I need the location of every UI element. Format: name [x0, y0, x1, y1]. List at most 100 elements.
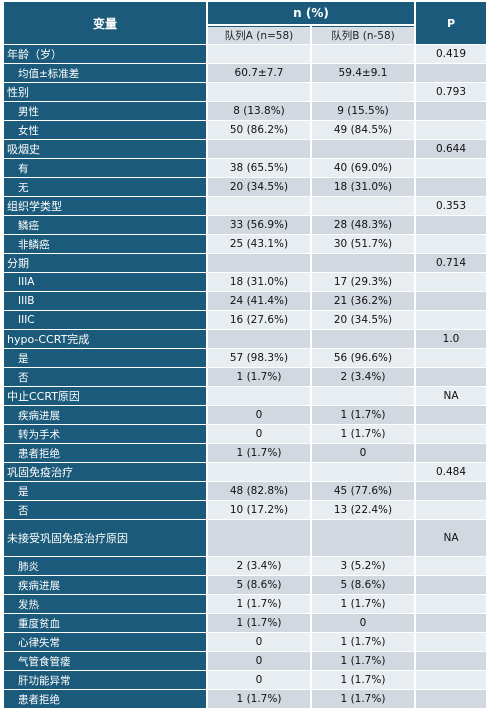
category-row: 巩固免疫治疗 0.484: [4, 463, 486, 481]
p-value: 0.793: [416, 83, 486, 101]
row-label: 分期: [4, 254, 206, 272]
p-value: [416, 64, 486, 82]
group-b-value: [312, 197, 414, 215]
group-a-value: 20 (34.5%): [208, 178, 310, 196]
group-a-value: 1 (1.7%): [208, 444, 310, 462]
group-a-value: 50 (86.2%): [208, 121, 310, 139]
category-row: 中止CCRT原因 NA: [4, 387, 486, 405]
group-b-value: [312, 140, 414, 158]
baseline-table: 变量 n (%) 队列A (n=58) 队列B (n-58) P 年龄（岁） 0.…: [4, 2, 486, 708]
p-value: [416, 557, 486, 575]
group-b-value: 5 (8.6%): [312, 576, 414, 594]
p-value: 0.484: [416, 463, 486, 481]
group-b-value: [312, 387, 414, 405]
header-n-pct: n (%): [208, 2, 414, 24]
group-b-value: 49 (84.5%): [312, 121, 414, 139]
group-b-value: 59.4±9.1: [312, 64, 414, 82]
group-a-value: 25 (43.1%): [208, 235, 310, 253]
category-row: 吸烟史 0.644: [4, 140, 486, 158]
table-row: 患者拒绝 1 (1.7%) 1 (1.7%): [4, 690, 486, 708]
p-value: [416, 444, 486, 462]
group-b-value: 0: [312, 614, 414, 632]
p-value: [416, 425, 486, 443]
group-b-value: 30 (51.7%): [312, 235, 414, 253]
group-a-value: 1 (1.7%): [208, 614, 310, 632]
group-a-value: 8 (13.8%): [208, 102, 310, 120]
table-row: 鳞癌 33 (56.9%) 28 (48.3%): [4, 216, 486, 234]
group-a-value: 1 (1.7%): [208, 595, 310, 613]
group-a-value: 1 (1.7%): [208, 368, 310, 386]
group-b-value: [312, 45, 414, 63]
table-row: 转为手术 0 1 (1.7%): [4, 425, 486, 443]
group-b-value: 28 (48.3%): [312, 216, 414, 234]
row-label: IIIC: [4, 311, 206, 329]
table-row: 均值±标准差 60.7±7.7 59.4±9.1: [4, 64, 486, 82]
row-label: 疾病进展: [4, 576, 206, 594]
row-label: 心律失常: [4, 633, 206, 651]
table-row: 气管食管瘘 0 1 (1.7%): [4, 652, 486, 670]
row-label: 患者拒绝: [4, 690, 206, 708]
row-label: 肺炎: [4, 557, 206, 575]
group-b-value: 17 (29.3%): [312, 273, 414, 291]
table-row: 发热 1 (1.7%) 1 (1.7%): [4, 595, 486, 613]
table-row: 否 10 (17.2%) 13 (22.4%): [4, 501, 486, 519]
row-label: 吸烟史: [4, 140, 206, 158]
table-row: 是 48 (82.8%) 45 (77.6%): [4, 482, 486, 500]
group-a-value: [208, 330, 310, 348]
row-label: 均值±标准差: [4, 64, 206, 82]
p-value: [416, 652, 486, 670]
p-value: [416, 614, 486, 632]
table-row: 患者拒绝 1 (1.7%) 0: [4, 444, 486, 462]
p-value: [416, 482, 486, 500]
group-b-value: 1 (1.7%): [312, 671, 414, 689]
group-a-value: 33 (56.9%): [208, 216, 310, 234]
p-value: NA: [416, 387, 486, 405]
table-row: 重度贫血 1 (1.7%) 0: [4, 614, 486, 632]
group-a-value: 0: [208, 406, 310, 424]
group-b-value: 1 (1.7%): [312, 652, 414, 670]
row-label: 重度贫血: [4, 614, 206, 632]
table-row: 是 57 (98.3%) 56 (96.6%): [4, 349, 486, 367]
group-b-value: 13 (22.4%): [312, 501, 414, 519]
group-b-value: [312, 330, 414, 348]
p-value: [416, 178, 486, 196]
group-b-value: 2 (3.4%): [312, 368, 414, 386]
group-a-value: [208, 197, 310, 215]
row-label: 非鳞癌: [4, 235, 206, 253]
group-a-value: 16 (27.6%): [208, 311, 310, 329]
group-b-value: 1 (1.7%): [312, 595, 414, 613]
group-a-value: 38 (65.5%): [208, 159, 310, 177]
p-value: [416, 501, 486, 519]
category-row: 未接受巩固免疫治疗原因 NA: [4, 520, 486, 556]
p-value: [416, 349, 486, 367]
p-value: [416, 292, 486, 310]
group-b-value: 9 (15.5%): [312, 102, 414, 120]
group-a-value: [208, 45, 310, 63]
group-a-value: 0: [208, 425, 310, 443]
row-label: 肝功能异常: [4, 671, 206, 689]
p-value: NA: [416, 520, 486, 556]
p-value: [416, 576, 486, 594]
table-row: 肝功能异常 0 1 (1.7%): [4, 671, 486, 689]
p-value: [416, 121, 486, 139]
group-a-value: [208, 520, 310, 556]
category-row: hypo-CCRT完成 1.0: [4, 330, 486, 348]
group-b-value: 1 (1.7%): [312, 690, 414, 708]
row-label: 是: [4, 482, 206, 500]
group-a-value: [208, 463, 310, 481]
p-value: 0.353: [416, 197, 486, 215]
table-row: IIIC 16 (27.6%) 20 (34.5%): [4, 311, 486, 329]
row-label: 否: [4, 501, 206, 519]
group-b-value: 0: [312, 444, 414, 462]
category-row: 年龄（岁） 0.419: [4, 45, 486, 63]
group-a-value: 18 (31.0%): [208, 273, 310, 291]
p-value: [416, 159, 486, 177]
group-b-value: [312, 83, 414, 101]
group-b-value: 1 (1.7%): [312, 406, 414, 424]
group-b-value: 20 (34.5%): [312, 311, 414, 329]
table-row: IIIB 24 (41.4%) 21 (36.2%): [4, 292, 486, 310]
group-a-value: [208, 254, 310, 272]
p-value: 0.644: [416, 140, 486, 158]
group-b-value: 1 (1.7%): [312, 633, 414, 651]
